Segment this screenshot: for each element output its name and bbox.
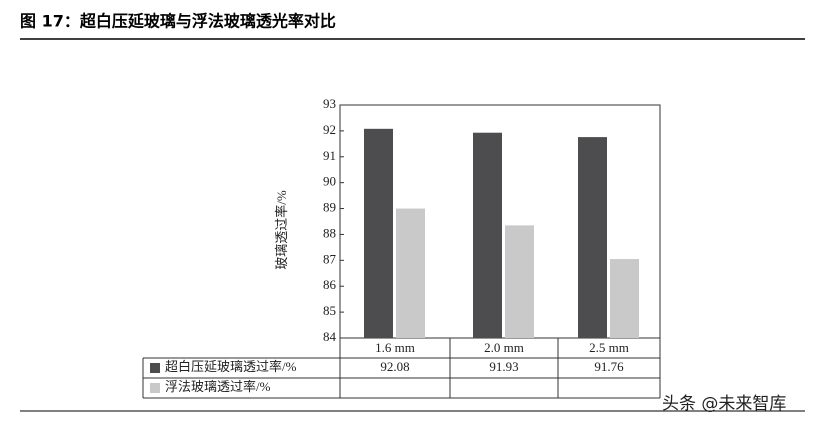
y-tick-label: 89	[323, 200, 336, 215]
legend-swatch	[150, 383, 160, 393]
bar	[578, 137, 607, 338]
bar	[505, 225, 534, 338]
legend-swatch	[150, 363, 160, 373]
x-tick-label: 2.0 mm	[484, 340, 524, 355]
y-tick-label: 91	[323, 148, 336, 163]
y-tick-label: 93	[323, 96, 336, 111]
bar	[396, 208, 425, 338]
bar	[364, 128, 393, 338]
table-value: 91.93	[489, 359, 518, 374]
data-table	[142, 338, 661, 399]
table-value: 92.08	[380, 359, 409, 374]
y-tick-label: 90	[323, 174, 336, 189]
legend-label: 超白压延玻璃透过率/%	[165, 359, 297, 374]
table-value: 91.76	[594, 359, 624, 374]
bar	[610, 259, 639, 338]
y-axis-label: 玻璃透过率/%	[274, 190, 289, 270]
bar	[473, 132, 502, 338]
x-tick-label: 2.5 mm	[589, 340, 629, 355]
legend-label: 浮法玻璃透过率/%	[165, 379, 271, 394]
chart-title: 图 17：超白压延玻璃与浮法玻璃透光率对比	[20, 12, 336, 31]
watermark: 头条 @未来智库	[662, 394, 786, 414]
x-tick-label: 1.6 mm	[375, 340, 415, 355]
y-tick-label: 88	[323, 225, 336, 240]
y-tick-label: 92	[323, 122, 336, 137]
y-tick-label: 86	[323, 277, 337, 292]
y-tick-label: 85	[323, 303, 336, 318]
y-tick-label: 87	[323, 251, 337, 266]
y-tick-label: 84	[323, 329, 337, 344]
